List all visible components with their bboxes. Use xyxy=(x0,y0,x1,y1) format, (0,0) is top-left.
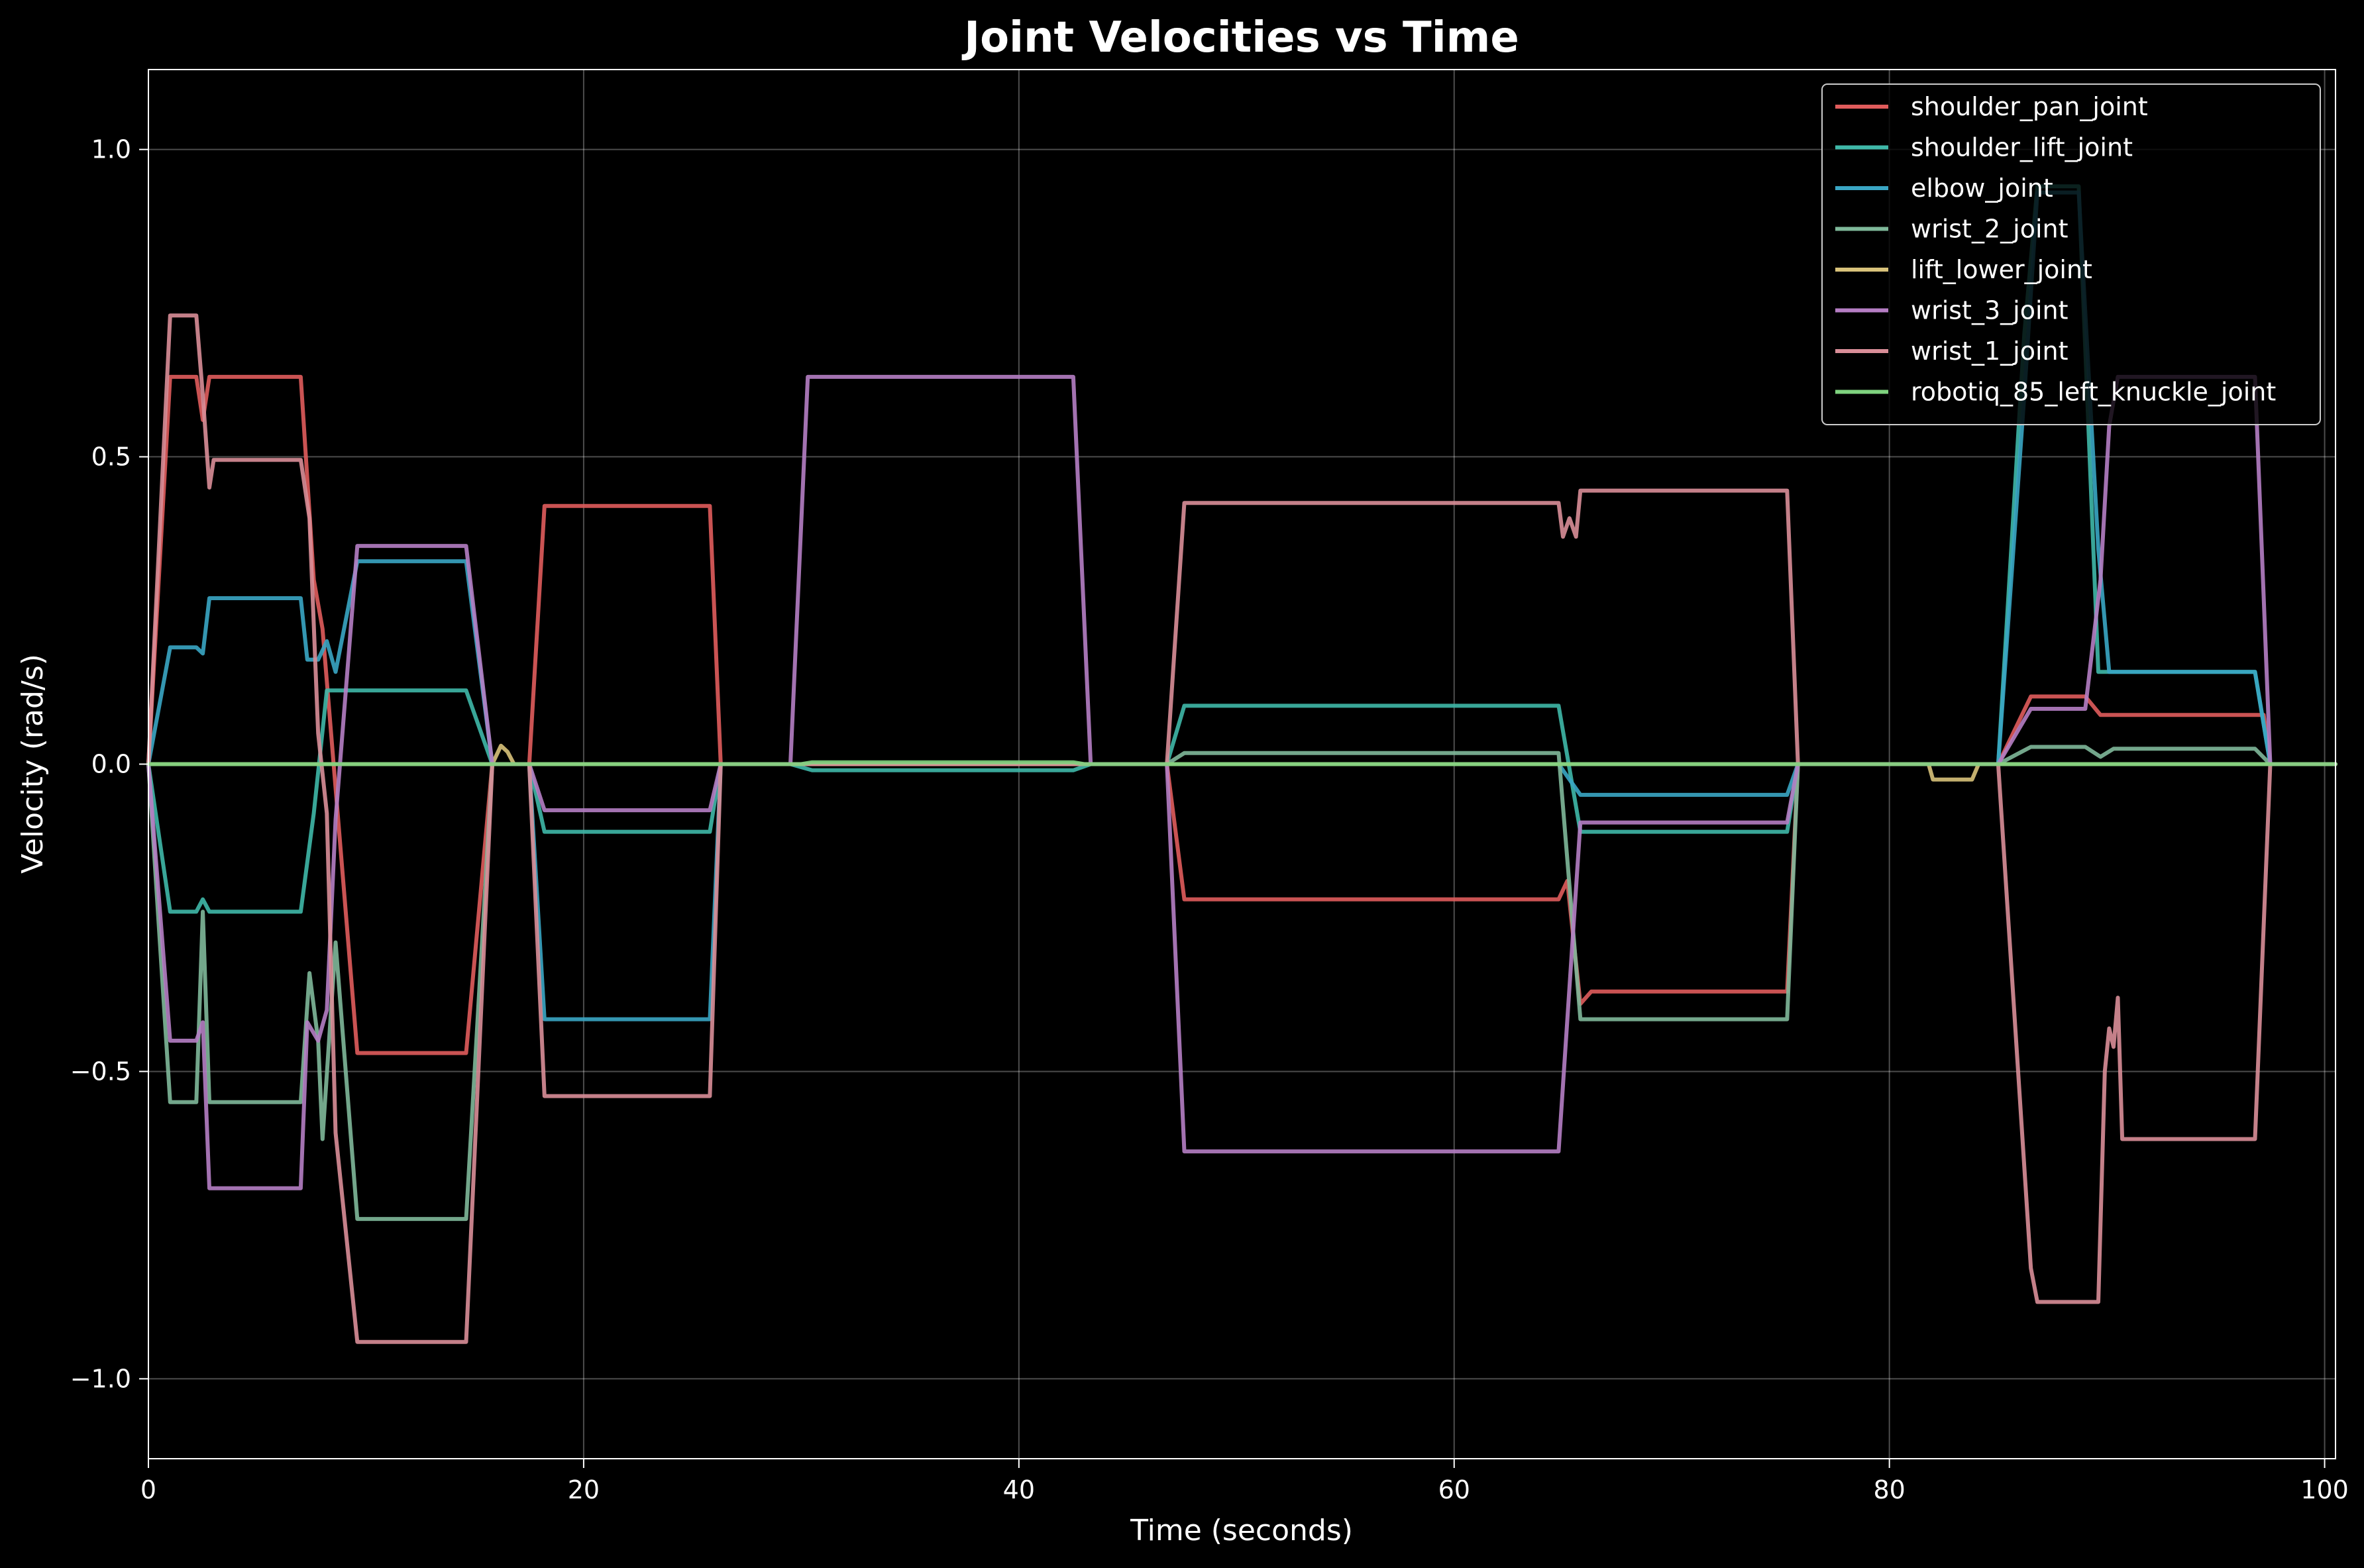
legend-label: robotiq_85_left_knuckle_joint xyxy=(1911,378,2276,407)
x-tick-label: 60 xyxy=(1438,1475,1470,1504)
legend-label: wrist_3_joint xyxy=(1911,296,2068,325)
ticks: 0 20 40 60 80 100 −1.0 −0.5 0.0 0.5 1.0 xyxy=(70,135,2349,1504)
legend-label: shoulder_lift_joint xyxy=(1911,133,2133,162)
x-tick-label: 20 xyxy=(568,1475,600,1504)
chart-title: Joint Velocities vs Time xyxy=(961,13,1519,62)
series-line-wrist-3-joint xyxy=(146,374,2337,1190)
x-axis-label: Time (seconds) xyxy=(1130,1514,1353,1547)
y-tick-label: −1.0 xyxy=(70,1364,131,1393)
legend-label: wrist_1_joint xyxy=(1911,337,2068,366)
y-tick-label: −0.5 xyxy=(70,1057,131,1086)
series-line-wrist-1-joint xyxy=(146,313,2337,1344)
y-axis-label: Velocity (rad/s) xyxy=(16,654,50,874)
legend: shoulder_pan_joint shoulder_lift_jointelb… xyxy=(1821,83,2321,425)
x-tick-label: 80 xyxy=(1873,1475,1905,1504)
x-tick-label: 40 xyxy=(1003,1475,1035,1504)
x-tick-label: 0 xyxy=(140,1475,156,1504)
legend-label: elbow_joint xyxy=(1911,174,2053,203)
x-tick-label: 100 xyxy=(2300,1475,2349,1504)
y-tick-label: 0.0 xyxy=(91,750,131,779)
y-tick-label: 0.5 xyxy=(91,443,131,472)
legend-label: shoulder_pan_joint xyxy=(1911,92,2148,121)
legend-box xyxy=(1821,83,2321,425)
series-line-robotiq-85-left-knuckle-joint xyxy=(146,760,2337,766)
legend-label: lift_lower_joint xyxy=(1911,255,2092,284)
y-tick-label: 1.0 xyxy=(91,135,131,164)
legend-label: wrist_2_joint xyxy=(1911,215,2068,244)
